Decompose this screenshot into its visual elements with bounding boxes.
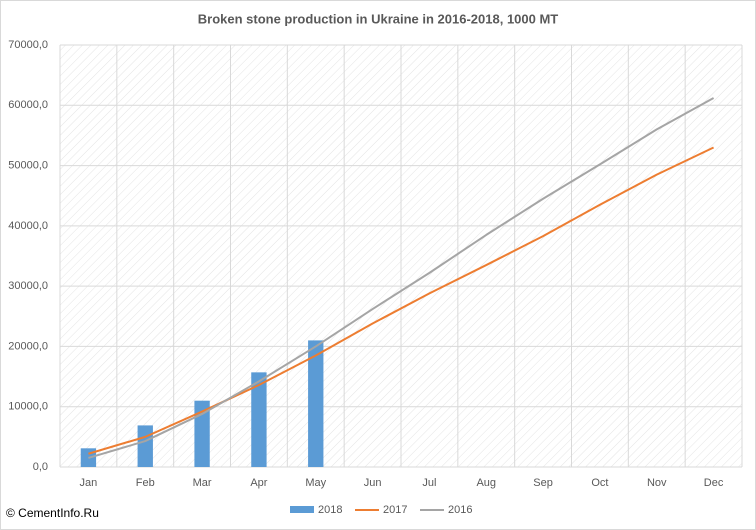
watermark: © CementInfo.Ru — [6, 506, 99, 520]
line — [88, 97, 715, 459]
y-tick-label: 30000,0 — [8, 280, 48, 292]
x-tick-label: Jul — [422, 477, 436, 489]
x-tick-label: Apr — [250, 477, 267, 489]
bar — [308, 340, 324, 467]
y-tick-label: 40000,0 — [8, 220, 48, 232]
x-tick-label: Oct — [591, 477, 608, 489]
x-tick-label: Sep — [533, 477, 553, 489]
x-tick-label: May — [305, 477, 326, 489]
y-tick-label: 70000,0 — [8, 39, 48, 51]
line — [88, 146, 715, 455]
x-tick-label: Feb — [136, 477, 155, 489]
x-tick-label: Jun — [364, 477, 382, 489]
y-tick-label: 60000,0 — [8, 99, 48, 111]
y-tick-label: 0,0 — [33, 461, 48, 473]
y-tick-label: 50000,0 — [8, 159, 48, 171]
bar — [251, 372, 267, 467]
x-tick-label: Mar — [193, 477, 212, 489]
legend-label: 2018 — [318, 504, 342, 516]
x-tick-label: Nov — [647, 477, 667, 489]
bar — [137, 425, 153, 467]
legend-swatch — [290, 506, 314, 513]
legend-label: 2017 — [383, 504, 407, 516]
y-tick-label: 20000,0 — [8, 340, 48, 352]
chart-title: Broken stone production in Ukraine in 20… — [198, 11, 559, 26]
x-tick-label: Jan — [80, 477, 98, 489]
bar — [194, 400, 210, 467]
x-tick-label: Dec — [704, 477, 724, 489]
y-tick-label: 10000,0 — [8, 401, 48, 413]
legend-label: 2016 — [448, 504, 472, 516]
x-tick-label: Aug — [476, 477, 496, 489]
